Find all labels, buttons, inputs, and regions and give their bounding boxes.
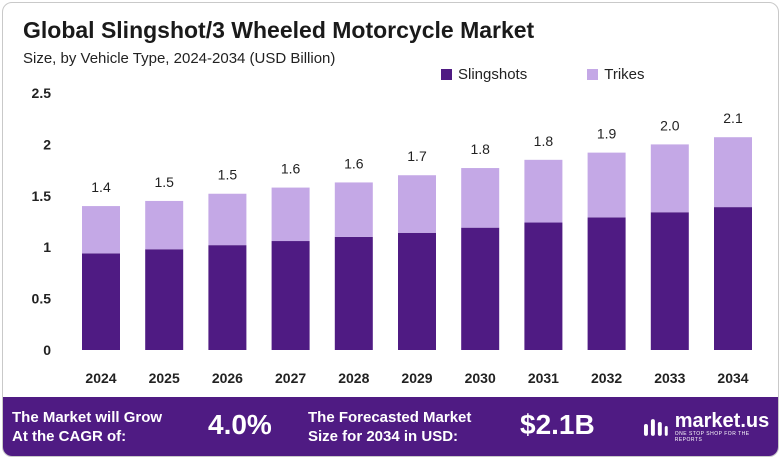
x-tick-label: 2029 bbox=[401, 370, 432, 386]
chart-subtitle: Size, by Vehicle Type, 2024-2034 (USD Bi… bbox=[23, 50, 336, 67]
bar-trikes bbox=[334, 182, 373, 237]
bar-trikes bbox=[145, 200, 184, 250]
bar-trikes bbox=[650, 144, 689, 213]
cagr-label-line1: The Market will Grow bbox=[12, 409, 163, 426]
x-tick-label: 2025 bbox=[149, 370, 180, 386]
x-tick-label: 2028 bbox=[338, 370, 369, 386]
y-tick-label: 1.5 bbox=[32, 188, 52, 204]
y-tick-label: 0.5 bbox=[32, 291, 52, 307]
x-tick-label: 2024 bbox=[85, 370, 116, 386]
bar-slingshots bbox=[334, 236, 373, 350]
bar-trikes bbox=[587, 152, 626, 218]
bar-chart: 0 0.5 1 1.5 2 2.5 1.4 2024 1.5 2025 1.5 2026 1.6 2027… bbox=[32, 85, 752, 386]
brand-tagline: ONE STOP SHOP FOR THE REPORTS bbox=[674, 431, 750, 443]
legend-label-trikes: Trikes bbox=[604, 66, 645, 83]
y-tick-label: 2 bbox=[43, 136, 51, 152]
bar-total-label: 1.7 bbox=[407, 148, 427, 164]
cagr-value: 4.0% bbox=[208, 409, 272, 440]
bar-slingshots bbox=[714, 207, 752, 350]
brand-logo: market.us ONE STOP SHOP FOR THE REPORTS bbox=[643, 411, 778, 443]
bar-slingshots bbox=[82, 253, 120, 350]
legend-item-slingshots: Slingshots bbox=[441, 66, 527, 83]
x-tick-label: 2026 bbox=[212, 370, 243, 386]
x-tick-label: 2033 bbox=[654, 370, 685, 386]
bar-total-label: 1.5 bbox=[154, 174, 174, 190]
legend-swatch-slingshots bbox=[441, 69, 452, 80]
bar-total-label: 2.1 bbox=[723, 110, 743, 126]
bar-slingshots bbox=[650, 212, 689, 350]
bar-trikes bbox=[524, 159, 563, 223]
legend-swatch-trikes bbox=[587, 69, 599, 80]
bar-total-label: 1.4 bbox=[91, 179, 111, 195]
footer-banner: The Market will Grow At the CAGR of: 4.0… bbox=[3, 397, 778, 456]
bar-trikes bbox=[398, 175, 436, 233]
forecast-label-line2: Size for 2034 in USD: bbox=[308, 428, 459, 445]
bar-total-label: 1.5 bbox=[218, 167, 238, 183]
y-tick-label: 2.5 bbox=[32, 85, 52, 101]
bar-slingshots bbox=[398, 232, 436, 350]
bar-trikes bbox=[461, 168, 500, 228]
bar-slingshots bbox=[587, 217, 626, 350]
bar-slingshots bbox=[208, 245, 247, 350]
x-tick-label: 2031 bbox=[528, 370, 559, 386]
bar-trikes bbox=[208, 193, 247, 246]
brand-name: market.us bbox=[674, 410, 770, 432]
bar-total-label: 1.6 bbox=[281, 161, 301, 177]
x-tick-label: 2032 bbox=[591, 370, 622, 386]
legend-label-slingshots: Slingshots bbox=[458, 66, 528, 83]
legend-item-trikes: Trikes bbox=[587, 66, 645, 83]
y-tick-label: 1 bbox=[43, 239, 51, 255]
forecast-value: $2.1B bbox=[520, 409, 595, 440]
bar-total-label: 1.8 bbox=[470, 141, 490, 157]
forecast-label-line1: The Forecasted Market bbox=[308, 409, 472, 426]
bar-slingshots bbox=[145, 249, 184, 350]
cagr-label-line2: At the CAGR of: bbox=[12, 428, 127, 445]
y-tick-label: 0 bbox=[43, 342, 51, 358]
bar-total-label: 1.8 bbox=[534, 133, 554, 149]
bar-slingshots bbox=[524, 222, 563, 350]
x-tick-label: 2034 bbox=[717, 370, 748, 386]
x-tick-label: 2027 bbox=[275, 370, 306, 386]
bar-trikes bbox=[82, 206, 120, 254]
bar-slingshots bbox=[271, 241, 310, 350]
bar-trikes bbox=[714, 137, 752, 208]
market-us-logo-icon bbox=[643, 419, 668, 436]
bar-slingshots bbox=[461, 227, 500, 350]
bar-total-label: 2.0 bbox=[660, 117, 680, 133]
x-tick-label: 2030 bbox=[465, 370, 496, 386]
bar-total-label: 1.6 bbox=[344, 155, 364, 171]
legend: Slingshots Trikes bbox=[441, 66, 645, 83]
chart-title: Global Slingshot/3 Wheeled Motorcycle Ma… bbox=[23, 17, 535, 43]
bar-trikes bbox=[271, 187, 310, 242]
forecast-label: The Forecasted Market Size for 2034 in U… bbox=[308, 408, 471, 446]
cagr-label: The Market will Grow At the CAGR of: bbox=[12, 408, 162, 446]
bar-total-label: 1.9 bbox=[597, 126, 617, 142]
